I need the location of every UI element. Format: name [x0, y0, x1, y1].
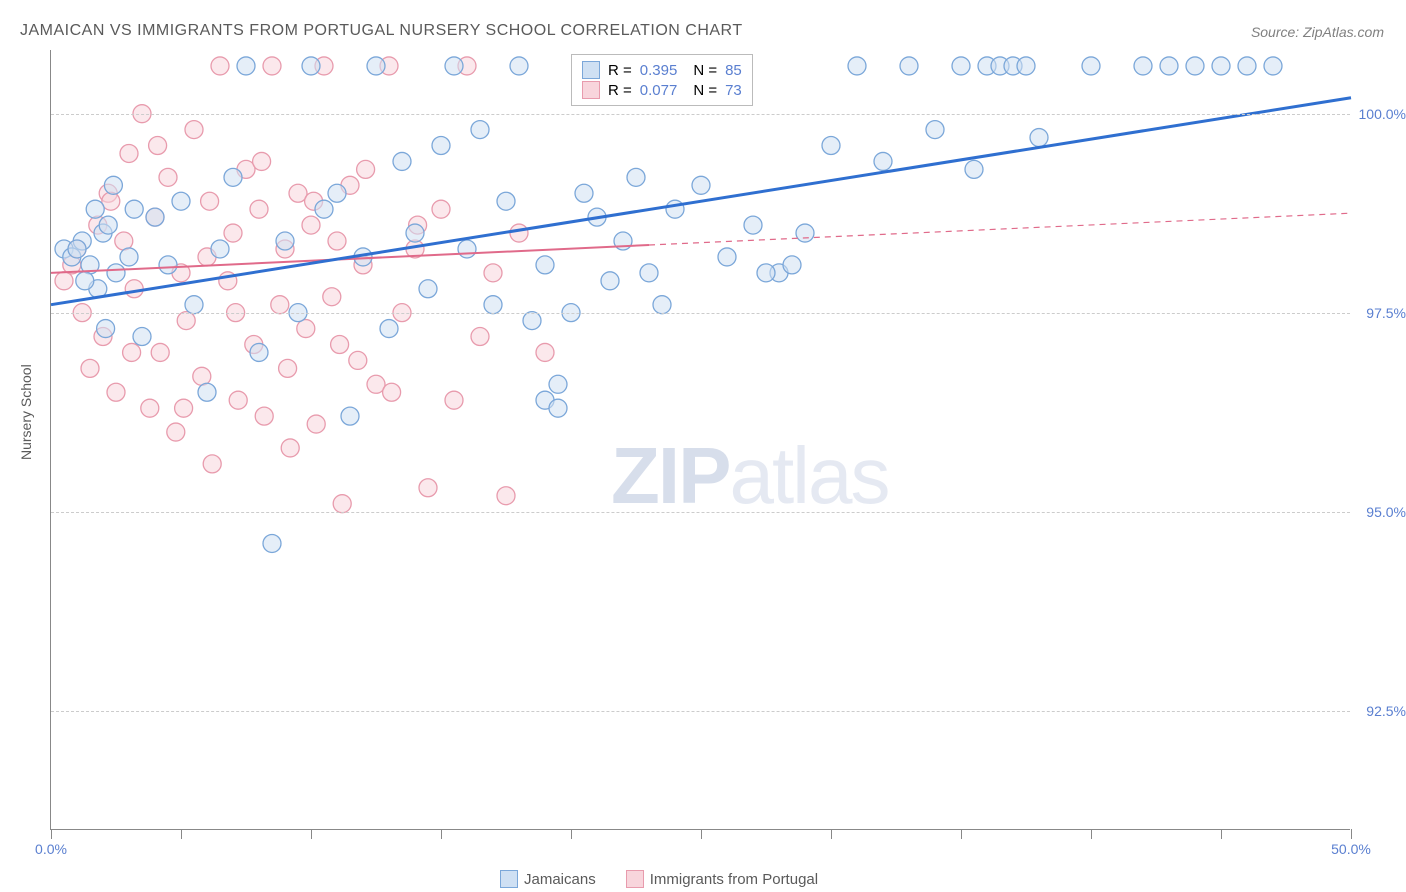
gridline-h — [51, 711, 1350, 712]
chart-plot-area: ZIPatlas R = 0.395 N = 85 R = 0.077 N = … — [50, 50, 1350, 830]
x-tick-mark — [51, 829, 52, 839]
legend-swatch-jamaicans — [500, 870, 518, 888]
x-tick-mark — [441, 829, 442, 839]
scatter-svg — [51, 50, 1350, 829]
swatch-jamaicans — [582, 61, 600, 79]
legend-swatch-portugal — [626, 870, 644, 888]
legend-item-portugal: Immigrants from Portugal — [626, 870, 818, 888]
legend-label-jamaicans: Jamaicans — [524, 871, 596, 888]
y-tick-label: 92.5% — [1366, 703, 1406, 719]
legend-label-portugal: Immigrants from Portugal — [650, 871, 818, 888]
correlation-stats-box: R = 0.395 N = 85 R = 0.077 N = 73 — [571, 54, 753, 106]
stats-r-label: R = — [608, 62, 632, 79]
y-tick-label: 100.0% — [1359, 106, 1406, 122]
legend: Jamaicans Immigrants from Portugal — [500, 870, 818, 888]
gridline-h — [51, 313, 1350, 314]
stats-r-value-portugal: 0.077 — [640, 82, 678, 99]
y-tick-label: 95.0% — [1366, 504, 1406, 520]
legend-item-jamaicans: Jamaicans — [500, 870, 596, 888]
x-tick-mark — [1221, 829, 1222, 839]
y-axis-label: Nursery School — [18, 364, 34, 460]
stats-n-label: N = — [693, 62, 717, 79]
x-tick-mark — [571, 829, 572, 839]
swatch-portugal — [582, 81, 600, 99]
x-tick-mark — [831, 829, 832, 839]
gridline-h — [51, 512, 1350, 513]
source-attribution: Source: ZipAtlas.com — [1251, 24, 1384, 40]
stats-n-value-jamaicans: 85 — [725, 62, 742, 79]
x-tick-mark — [1351, 829, 1352, 839]
x-tick-mark — [311, 829, 312, 839]
chart-title: JAMAICAN VS IMMIGRANTS FROM PORTUGAL NUR… — [20, 22, 743, 40]
stats-r-label: R = — [608, 82, 632, 99]
x-tick-mark — [181, 829, 182, 839]
stats-n-value-portugal: 73 — [725, 82, 742, 99]
stats-n-label: N = — [693, 82, 717, 99]
x-tick-mark — [701, 829, 702, 839]
stats-r-value-jamaicans: 0.395 — [640, 62, 678, 79]
x-tick-label: 50.0% — [1331, 841, 1371, 857]
x-tick-mark — [961, 829, 962, 839]
stats-row-portugal: R = 0.077 N = 73 — [582, 81, 742, 99]
y-tick-label: 97.5% — [1366, 305, 1406, 321]
gridline-h — [51, 114, 1350, 115]
x-tick-mark — [1091, 829, 1092, 839]
x-tick-label: 0.0% — [35, 841, 67, 857]
stats-row-jamaicans: R = 0.395 N = 85 — [582, 61, 742, 79]
